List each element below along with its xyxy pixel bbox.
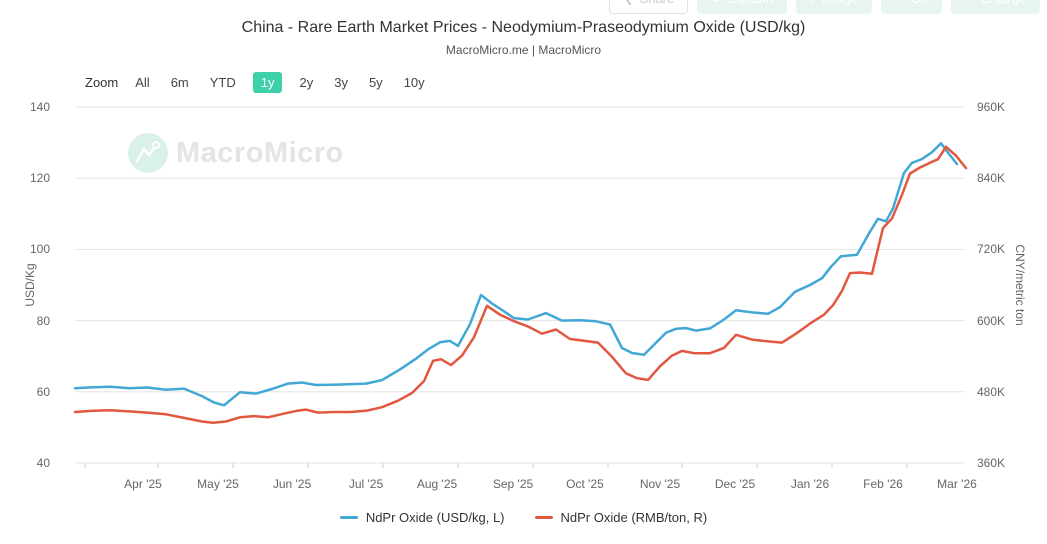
zoom-option-2y[interactable]: 2y <box>299 75 314 90</box>
legend-item[interactable]: NdPr Oxide (RMB/ton, R) <box>534 510 708 525</box>
legend-item-label: NdPr Oxide (USD/kg, L) <box>365 510 505 525</box>
share-icon: ❮ <box>623 0 633 4</box>
zoom-option-1y[interactable]: 1y <box>252 72 283 93</box>
off-button[interactable]: ✎ Off <box>880 0 943 14</box>
chart-title: China - Rare Earth Market Prices - Neody… <box>241 19 806 36</box>
zoom-range-bar: Zoom All 6m YTD 1y 2y 3y 5y 10y <box>85 72 429 93</box>
zoom-option-ytd[interactable]: YTD <box>209 75 236 90</box>
chart-toolbar: ❮ Share ⚙ Custom ↓ Image ✎ Off ⇱ Enlarge <box>609 0 1040 14</box>
custom-button[interactable]: ⚙ Custom <box>697 0 787 14</box>
share-button[interactable]: ❮ Share <box>609 0 689 14</box>
zoom-option-all[interactable]: All <box>135 75 150 90</box>
share-button-label: Share <box>640 0 675 6</box>
custom-button-label: Custom <box>728 0 773 6</box>
legend-item[interactable]: NdPr Oxide (USD/kg, L) <box>339 510 505 525</box>
legend: NdPr Oxide (USD/kg, L) NdPr Oxide (RMB/to… <box>0 510 1047 525</box>
zoom-options: All 6m YTD 1y 2y 3y 5y 10y <box>131 72 428 93</box>
zoom-option-5y[interactable]: 5y <box>368 75 383 90</box>
zoom-label: Zoom <box>85 75 119 90</box>
enlarge-icon: ⇱ <box>965 0 975 4</box>
watermark: MacroMicro <box>128 133 344 173</box>
watermark-text: MacroMicro <box>176 136 344 169</box>
series-line-usd[interactable] <box>73 142 959 407</box>
legend-line-marker <box>339 516 358 519</box>
zoom-option-10y[interactable]: 10y <box>403 75 425 90</box>
zoom-option-3y[interactable]: 3y <box>334 75 348 90</box>
series-line-rmb[interactable] <box>73 145 968 424</box>
enlarge-button[interactable]: ⇱ Enlarge <box>951 0 1040 14</box>
zoom-option-6m[interactable]: 6m <box>170 75 189 90</box>
off-button-label: Off <box>911 0 928 6</box>
pencil-icon: ✎ <box>895 0 905 4</box>
legend-item-label: NdPr Oxide (RMB/ton, R) <box>560 510 708 525</box>
macromicro-logo-icon <box>128 133 168 173</box>
gear-icon: ⚙ <box>711 0 722 4</box>
image-button-label: Image <box>822 0 858 6</box>
enlarge-button-label: Enlarge <box>981 0 1026 6</box>
download-icon: ↓ <box>810 0 816 4</box>
image-button[interactable]: ↓ Image <box>795 0 872 14</box>
chart-subtitle: MacroMicro.me | MacroMicro <box>445 43 602 57</box>
legend-line-marker <box>534 516 553 519</box>
